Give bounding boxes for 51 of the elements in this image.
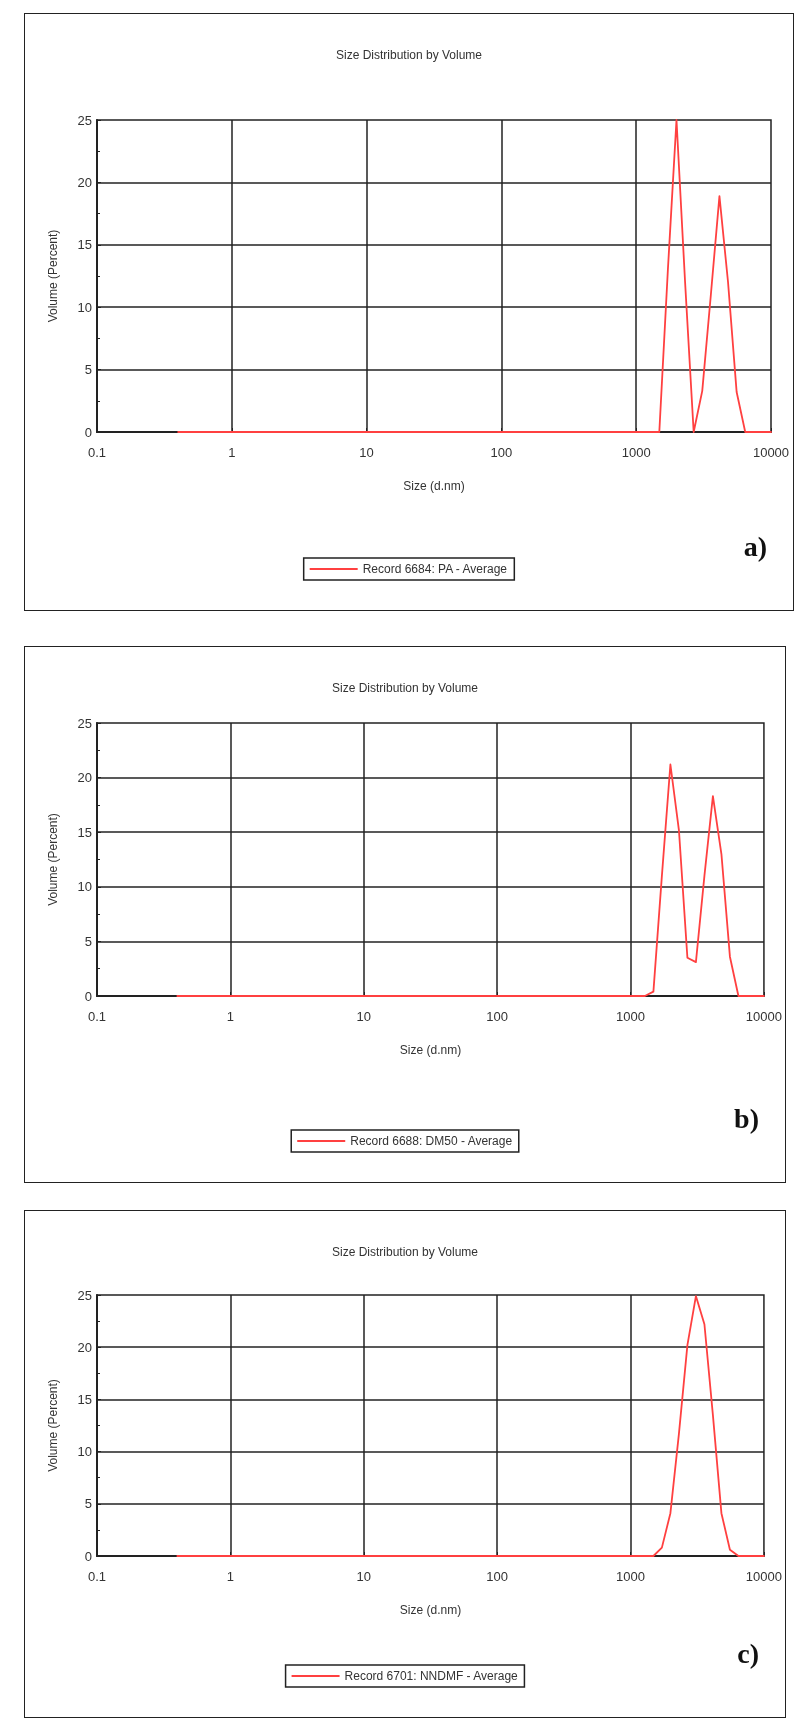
x-axis-title: Size (d.nm) [403, 479, 465, 493]
x-tick-label: 100 [486, 1009, 509, 1024]
chart-title: Size Distribution by Volume [331, 1245, 479, 1259]
x-tick-label: 100 [490, 445, 513, 460]
chart-title: Size Distribution by Volume [331, 681, 479, 695]
text: c) [737, 1637, 760, 1669]
y-tick-label: 0 [84, 424, 92, 440]
x-tick-label: 0.1 [87, 445, 107, 460]
y-tick-label: 5 [84, 1496, 92, 1512]
y-tick-label: 10 [77, 1444, 92, 1460]
x-tick-label: 1 [226, 1569, 234, 1584]
x-axis-title: Size (d.nm) [399, 1603, 462, 1617]
x-tick-label: 1 [228, 445, 236, 460]
y-axis-title: Volume (Percent) [46, 1379, 60, 1472]
y-tick-label: 20 [77, 1339, 92, 1355]
x-tick-label: 10000 [745, 1009, 782, 1024]
x-tick-label: 10 [356, 1009, 371, 1024]
y-tick-label: 10 [77, 879, 92, 895]
y-tick-label: 5 [84, 362, 92, 378]
y-tick-label: 0 [84, 988, 92, 1004]
y-tick-label: 25 [77, 112, 92, 128]
y-tick-label: 0 [84, 1548, 92, 1564]
x-axis-title: Size (d.nm) [399, 1043, 462, 1057]
x-tick-label: 100 [486, 1569, 509, 1584]
x-tick-label: 10 [359, 445, 374, 460]
y-axis-title: Volume (Percent) [46, 229, 60, 323]
x-tick-label: 10000 [752, 445, 790, 460]
x-tick-label: 10 [356, 1569, 371, 1584]
y-tick-label: 20 [77, 174, 92, 190]
y-axis-title: Volume (Percent) [46, 813, 60, 906]
y-tick-label: 25 [77, 715, 92, 731]
legend-label: Record 6701: NNDMF - Average [344, 1669, 519, 1683]
x-tick-label: 0.1 [87, 1009, 107, 1024]
x-tick-label: 1000 [616, 1009, 645, 1024]
x-tick-label: 10000 [745, 1569, 782, 1584]
y-tick-label: 5 [84, 933, 92, 949]
x-tick-label: 0.1 [87, 1569, 107, 1584]
text: a) [743, 530, 767, 562]
x-tick-label: 1000 [621, 445, 651, 460]
x-tick-label: 1000 [616, 1569, 645, 1584]
legend-label: Record 6684: PA - Average [362, 562, 508, 576]
chart-title: Size Distribution by Volume [335, 48, 483, 62]
y-tick-label: 20 [77, 770, 92, 786]
legend-label: Record 6688: DM50 - Average [350, 1134, 513, 1148]
y-tick-label: 25 [77, 1287, 92, 1303]
x-tick-label: 1 [226, 1009, 234, 1024]
y-tick-label: 15 [77, 1391, 92, 1407]
y-tick-label: 10 [77, 299, 92, 315]
y-tick-label: 15 [77, 824, 92, 840]
y-tick-label: 15 [77, 237, 92, 253]
text: b) [734, 1102, 760, 1134]
